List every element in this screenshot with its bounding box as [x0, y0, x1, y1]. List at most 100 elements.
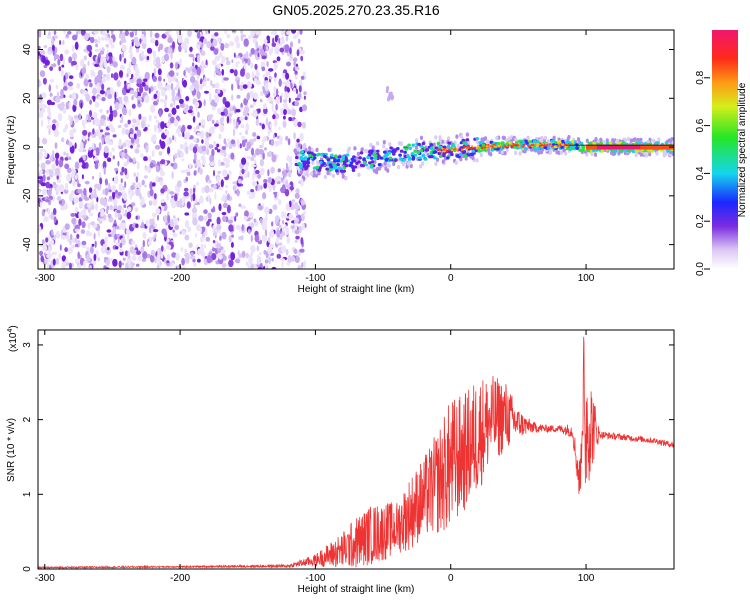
y-tick-label: 2: [22, 416, 33, 422]
noise-speckle: [55, 157, 59, 167]
noise-speckle: [105, 246, 111, 255]
noise-speckle: [51, 123, 56, 131]
noise-speckle: [196, 125, 200, 130]
noise-speckle: [248, 195, 254, 199]
signal-hotspot: [447, 149, 451, 151]
noise-speckle: [155, 90, 158, 94]
noise-speckle: [216, 143, 220, 148]
signal-halo: [503, 151, 507, 156]
noise-speckle: [238, 224, 241, 232]
signal-core: [430, 155, 434, 159]
signal-core: [299, 157, 304, 161]
noise-speckle: [120, 99, 123, 105]
signal-halo: [375, 170, 379, 175]
noise-speckle: [298, 225, 302, 233]
signal-hotspot: [476, 147, 479, 150]
noise-speckle: [118, 260, 122, 269]
noise-speckle: [270, 139, 275, 146]
noise-speckle: [136, 172, 139, 177]
noise-speckle: [173, 97, 176, 107]
signal-hotspot: [545, 142, 548, 145]
noise-speckle: [103, 256, 109, 261]
noise-speckle: [40, 255, 44, 263]
noise-speckle: [159, 160, 166, 165]
noise-speckle: [108, 113, 114, 122]
noise-speckle: [73, 196, 79, 204]
noise-speckle: [137, 100, 141, 105]
noise-speckle: [92, 193, 98, 199]
noise-speckle: [227, 138, 230, 142]
noise-speckle: [299, 30, 303, 35]
noise-speckle: [291, 199, 296, 203]
noise-speckle: [180, 247, 184, 252]
noise-speckle: [247, 263, 250, 269]
signal-core: [370, 160, 375, 164]
noise-speckle: [146, 55, 150, 61]
noise-speckle: [209, 197, 212, 205]
noise-speckle: [203, 209, 208, 215]
signal-hotspot: [571, 143, 574, 146]
noise-speckle: [288, 169, 292, 178]
noise-speckle: [149, 225, 152, 234]
signal-core: [361, 164, 366, 168]
signal-core: [351, 168, 356, 172]
noise-speckle: [244, 99, 249, 103]
noise-speckle: [251, 164, 257, 168]
noise-speckle: [91, 243, 95, 247]
noise-speckle: [296, 49, 300, 57]
noise-speckle: [99, 118, 105, 126]
noise-speckle: [42, 174, 46, 182]
signal-core: [664, 141, 669, 145]
signal-core: [326, 158, 331, 162]
noise-speckle: [128, 108, 132, 117]
noise-speckle: [245, 252, 249, 259]
noise-speckle: [208, 144, 214, 149]
noise-speckle: [216, 38, 221, 42]
signal-core: [410, 152, 415, 156]
noise-speckle: [293, 248, 298, 255]
noise-speckle: [199, 168, 203, 175]
noise-speckle: [192, 192, 196, 202]
noise-speckle: [56, 186, 60, 195]
noise-speckle: [91, 176, 95, 180]
noise-speckle: [191, 71, 195, 77]
noise-speckle: [188, 163, 192, 169]
noise-speckle: [291, 108, 296, 117]
signal-core: [450, 152, 454, 157]
noise-speckle: [206, 255, 212, 264]
noise-speckle: [195, 105, 198, 112]
noise-speckle: [187, 67, 191, 74]
noise-speckle: [273, 134, 276, 139]
signal-hotspot: [438, 150, 442, 153]
colorbar-tick-label: 0.4: [695, 166, 706, 180]
noise-speckle: [281, 245, 287, 253]
noise-speckle: [160, 121, 165, 130]
signal-core: [337, 155, 342, 159]
noise-speckle: [150, 249, 155, 256]
noise-speckle: [189, 76, 196, 83]
noise-speckle: [246, 81, 252, 89]
signal-hotspot: [468, 146, 471, 149]
noise-speckle: [154, 144, 161, 150]
noise-speckle: [53, 216, 57, 224]
noise-speckle: [180, 42, 187, 49]
noise-speckle: [178, 44, 182, 53]
colorbar-tick-label: 0.2: [695, 214, 706, 228]
noise-speckle: [268, 243, 273, 250]
noise-speckle: [110, 43, 115, 49]
noise-speckle: [122, 142, 127, 147]
noise-speckle: [255, 41, 259, 49]
noise-speckle: [121, 166, 125, 173]
noise-speckle: [76, 233, 80, 239]
noise-speckle: [303, 95, 306, 100]
noise-speckle: [117, 124, 122, 129]
noise-speckle: [221, 146, 227, 151]
signal-halo: [505, 138, 509, 143]
noise-speckle: [167, 47, 173, 55]
signal-halo: [514, 150, 518, 156]
signal-core: [362, 160, 367, 165]
noise-speckle: [207, 218, 212, 223]
signal-core: [348, 163, 352, 168]
noise-speckle: [62, 107, 67, 114]
signal-core: [618, 149, 623, 153]
